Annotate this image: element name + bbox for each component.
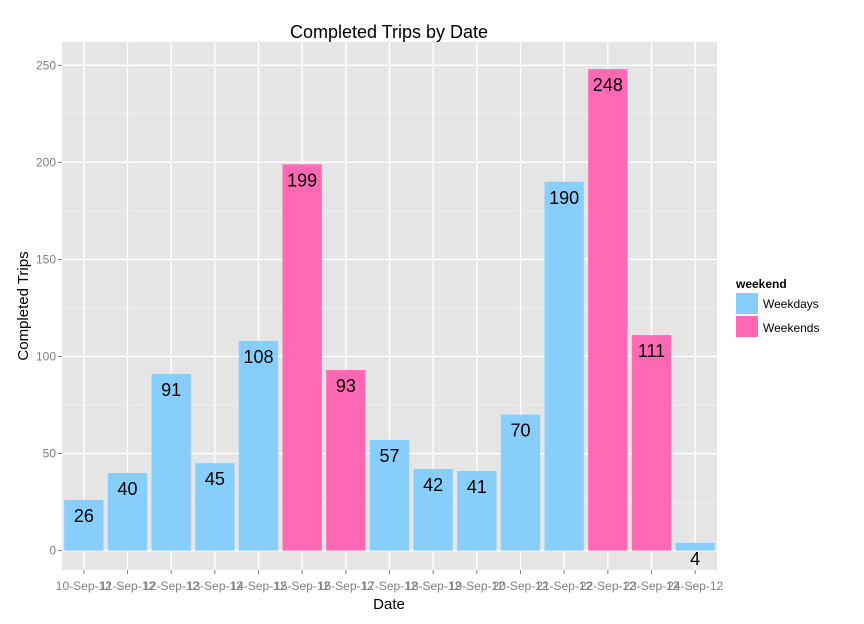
x-tick-label: 21-Sep-12 xyxy=(536,579,592,593)
y-tick-label: 100 xyxy=(36,349,56,363)
x-tick-label: 14-Sep-12 xyxy=(230,579,286,593)
bar-value-label: 248 xyxy=(593,75,623,95)
legend: weekend Weekdays Weekends xyxy=(735,277,819,337)
x-tick-label: 23-Sep-12 xyxy=(623,579,679,593)
x-tick-label: 19-Sep-12 xyxy=(449,579,505,593)
bar-value-label: 190 xyxy=(549,188,579,208)
x-tick-label: 16-Sep-12 xyxy=(318,579,374,593)
bar-value-label: 111 xyxy=(638,341,665,361)
bar-value-label: 57 xyxy=(379,446,399,466)
x-tick-label: 13-Sep-12 xyxy=(187,579,243,593)
bar xyxy=(64,500,104,551)
bar xyxy=(631,335,672,551)
y-tick-label: 50 xyxy=(43,447,57,461)
bar xyxy=(195,463,235,551)
y-axis-title: Completed Trips xyxy=(15,251,32,360)
bar-value-label: 4 xyxy=(690,549,700,569)
bar-value-label: 199 xyxy=(287,170,317,190)
y-axis-ticks: 0 50 100 150 200 250 xyxy=(36,58,62,558)
bar xyxy=(413,469,453,551)
bar-value-label: 41 xyxy=(467,477,487,497)
x-tick-label: 10-Sep-12 xyxy=(56,579,112,593)
bar xyxy=(675,542,715,551)
bar-value-labels: 26 40 91 45 108 199 93 57 42 41 70 190 248 111 4 xyxy=(74,75,700,569)
x-axis-ticks: 10-Sep-1211-Sep-1212-Sep-1213-Sep-1214-S… xyxy=(56,570,724,593)
x-tick-label: 11-Sep-12 xyxy=(100,579,155,593)
bar-value-label: 40 xyxy=(117,479,137,499)
bar xyxy=(238,340,279,551)
y-tick-label: 150 xyxy=(36,252,56,266)
bar-value-label: 70 xyxy=(510,421,530,441)
legend-label-weekends: Weekends xyxy=(763,321,819,335)
bar xyxy=(457,471,497,551)
x-tick-label: 22-Sep-12 xyxy=(580,579,636,593)
bar-value-label: 91 xyxy=(161,380,181,400)
legend-key-weekends xyxy=(736,316,758,337)
bars xyxy=(64,69,715,551)
x-tick-label: 24-Sep-12 xyxy=(667,579,723,593)
y-tick-label: 250 xyxy=(36,58,56,72)
bar xyxy=(326,370,366,551)
x-tick-label: 17-Sep-12 xyxy=(361,579,417,593)
bar xyxy=(107,472,148,551)
bar xyxy=(588,69,628,551)
legend-label-weekdays: Weekdays xyxy=(763,297,819,311)
bar xyxy=(151,373,191,551)
bar-value-label: 45 xyxy=(205,469,225,489)
x-tick-label: 15-Sep-12 xyxy=(274,579,330,593)
bar xyxy=(500,414,541,551)
legend-key-weekdays xyxy=(736,293,758,314)
x-tick-label: 12-Sep-12 xyxy=(143,579,199,593)
bar xyxy=(282,164,322,551)
x-axis-title: Date xyxy=(373,596,405,613)
bar-value-label: 108 xyxy=(243,347,273,367)
y-tick-label: 0 xyxy=(49,544,56,558)
y-tick-label: 200 xyxy=(36,155,56,169)
bar-value-label: 42 xyxy=(423,475,443,495)
x-tick-label: 20-Sep-12 xyxy=(492,579,548,593)
x-tick-label: 18-Sep-12 xyxy=(405,579,461,593)
bar xyxy=(369,439,410,551)
bar-value-label: 26 xyxy=(74,506,94,526)
chart-title: Completed Trips by Date xyxy=(290,22,488,42)
bar-value-label: 93 xyxy=(336,376,356,396)
bar xyxy=(544,181,584,551)
legend-title: weekend xyxy=(735,277,787,291)
